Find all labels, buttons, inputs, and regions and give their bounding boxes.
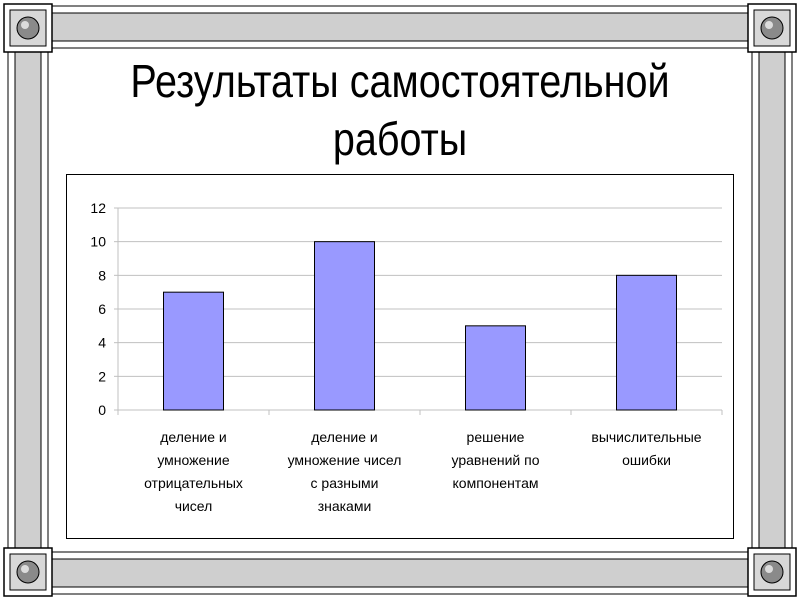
x-category-label-line: умножение чисел (287, 452, 402, 468)
bar (616, 274, 677, 411)
x-category-label-line: вычислительные (591, 429, 702, 445)
y-tick-label: 6 (98, 301, 106, 317)
frame-rail-left-inner (14, 27, 42, 573)
x-category-label: деление и умножение чисел с разными знаками (270, 426, 420, 518)
bar (163, 291, 224, 411)
bar-chart: 0 2 4 6 8 10 12 (90, 200, 723, 418)
slide-title: Результаты самостоятельной работы (56, 52, 744, 168)
bar (314, 241, 375, 411)
corner-stud-bottom-right (747, 547, 797, 597)
y-tick-label: 4 (98, 335, 106, 351)
chart-area: 0 2 4 6 8 10 12 деление и умножение отрицательны… (66, 174, 734, 539)
corner-stud-top-right (747, 3, 797, 53)
corner-stud-top-left (3, 3, 53, 53)
x-category-label-line: знаками (317, 498, 372, 514)
x-category-label: решение уравнений по компонентам (421, 426, 571, 495)
x-category-label-line: деление и (160, 429, 227, 445)
frame-rail-bottom-inner (27, 558, 773, 588)
x-category-label: вычислительные ошибки (572, 426, 722, 472)
x-category-label-line: умножение (157, 452, 230, 468)
y-tick-label: 2 (98, 368, 106, 384)
bar (465, 325, 526, 411)
x-category-label-line: с разными (310, 475, 379, 491)
y-tick-label: 8 (98, 267, 106, 283)
slide-title-line-2: работы (332, 113, 468, 165)
x-category-label-line: отрицательных (144, 475, 243, 491)
y-tick-label: 0 (98, 402, 106, 418)
x-category-label-line: чисел (174, 498, 213, 514)
x-category-label-line: компонентам (452, 475, 539, 491)
x-category-label-line: решение (466, 429, 525, 445)
x-category-label-line: уравнений по (451, 452, 540, 468)
y-tick-label: 12 (90, 200, 106, 216)
x-category-label: деление и умножение отрицательных чисел (119, 426, 269, 518)
x-category-label-line: ошибки (622, 452, 671, 468)
corner-stud-bottom-left (3, 547, 53, 597)
frame-rail-right-inner (758, 27, 786, 573)
x-category-label-line: деление и (311, 429, 378, 445)
slide-title-line-1: Результаты самостоятельной (130, 55, 670, 107)
frame-rail-top-inner (27, 12, 773, 42)
y-tick-label: 10 (90, 234, 106, 250)
